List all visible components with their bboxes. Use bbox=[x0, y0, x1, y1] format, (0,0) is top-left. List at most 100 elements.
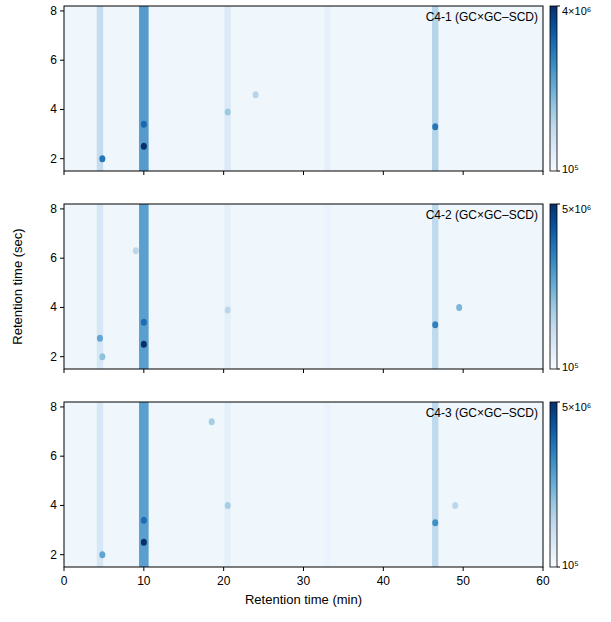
y-axis-title: Retention time (sec) bbox=[10, 228, 25, 344]
spot bbox=[99, 155, 105, 162]
y-tick bbox=[60, 60, 64, 61]
x-tick bbox=[143, 369, 144, 373]
spot bbox=[432, 123, 438, 130]
x-tick bbox=[543, 369, 544, 373]
band bbox=[139, 204, 149, 369]
y-tick bbox=[60, 554, 64, 555]
x-tick-label: 20 bbox=[217, 574, 231, 588]
band bbox=[139, 402, 149, 567]
x-tick bbox=[543, 567, 544, 571]
x-tick-label: 30 bbox=[297, 574, 311, 588]
panel-title: C4-2 (GC×GC–SCD) bbox=[426, 208, 538, 222]
x-tick-label: 0 bbox=[61, 574, 68, 588]
colorbar-tick-label: 10⁵ bbox=[562, 559, 579, 571]
y-tick-label: 6 bbox=[50, 251, 57, 265]
colorbar-tick bbox=[557, 6, 560, 7]
y-tick-label: 8 bbox=[50, 202, 57, 216]
spot bbox=[141, 539, 147, 546]
colorbar-tick-label: 10⁵ bbox=[562, 163, 579, 175]
y-tick bbox=[60, 109, 64, 110]
band bbox=[97, 402, 103, 567]
y-tick-label: 2 bbox=[50, 548, 57, 562]
spot bbox=[452, 502, 458, 509]
spot bbox=[141, 341, 147, 348]
x-tick bbox=[64, 567, 65, 571]
x-tick bbox=[543, 171, 544, 175]
plot-background bbox=[64, 204, 543, 369]
frame bbox=[64, 204, 543, 369]
spot bbox=[99, 551, 105, 558]
y-tick-label: 2 bbox=[50, 152, 57, 166]
y-tick-label: 6 bbox=[50, 449, 57, 463]
x-tick bbox=[383, 369, 384, 373]
y-tick-label: 8 bbox=[50, 4, 57, 18]
y-tick bbox=[60, 208, 64, 209]
x-tick bbox=[303, 369, 304, 373]
spot bbox=[432, 519, 438, 526]
y-tick bbox=[60, 456, 64, 457]
colorbar-tick-label: 4×10⁶ bbox=[562, 5, 591, 17]
x-tick bbox=[463, 171, 464, 175]
x-tick-label: 10 bbox=[137, 574, 151, 588]
x-tick bbox=[64, 171, 65, 175]
colorbar-tick bbox=[557, 402, 560, 403]
y-tick-label: 8 bbox=[50, 400, 57, 414]
panel-title: C4-1 (GC×GC–SCD) bbox=[426, 10, 538, 24]
y-tick-label: 6 bbox=[50, 53, 57, 67]
x-tick bbox=[383, 567, 384, 571]
spot bbox=[253, 91, 259, 98]
x-tick bbox=[143, 567, 144, 571]
spot bbox=[133, 247, 139, 254]
x-tick bbox=[303, 171, 304, 175]
y-tick bbox=[60, 158, 64, 159]
y-tick-label: 2 bbox=[50, 350, 57, 364]
band bbox=[324, 402, 330, 567]
colorbar-tick bbox=[557, 204, 560, 205]
x-tick bbox=[223, 171, 224, 175]
x-tick bbox=[463, 567, 464, 571]
panel: 2 4 6 8 C4-1 (GC×GC–SCD) 10⁵ 4×10⁶ bbox=[50, 4, 591, 175]
colorbar-tick bbox=[557, 369, 560, 370]
band bbox=[224, 402, 230, 567]
y-tick bbox=[60, 356, 64, 357]
spot bbox=[225, 502, 231, 509]
band bbox=[432, 6, 438, 171]
colorbar bbox=[550, 6, 557, 171]
colorbar bbox=[550, 204, 557, 369]
colorbar-tick-label: 5×10⁶ bbox=[562, 401, 591, 413]
plot-background bbox=[64, 402, 543, 567]
frame bbox=[64, 6, 543, 171]
y-tick bbox=[60, 406, 64, 407]
band bbox=[224, 204, 230, 369]
band bbox=[224, 6, 230, 171]
y-tick bbox=[60, 307, 64, 308]
band bbox=[139, 6, 149, 171]
colorbar-tick bbox=[557, 567, 560, 568]
marks bbox=[97, 204, 462, 369]
band bbox=[97, 204, 103, 369]
x-tick bbox=[223, 567, 224, 571]
colorbar-tick bbox=[557, 171, 560, 172]
band bbox=[432, 204, 438, 369]
band bbox=[432, 402, 438, 567]
y-tick bbox=[60, 10, 64, 11]
spot bbox=[141, 143, 147, 150]
x-axis-title: Retention time (min) bbox=[245, 592, 362, 607]
spot bbox=[225, 306, 231, 313]
spot bbox=[456, 304, 462, 311]
x-tick bbox=[143, 171, 144, 175]
colorbar bbox=[550, 402, 557, 567]
x-tick-label: 50 bbox=[456, 574, 470, 588]
spot bbox=[141, 121, 147, 128]
spot bbox=[141, 319, 147, 326]
spot bbox=[225, 108, 231, 115]
x-tick bbox=[463, 369, 464, 373]
spot bbox=[209, 418, 215, 425]
marks bbox=[97, 6, 439, 171]
panel-title: C4-3 (GC×GC–SCD) bbox=[426, 406, 538, 420]
colorbar-tick-label: 5×10⁶ bbox=[562, 203, 591, 215]
x-tick bbox=[383, 171, 384, 175]
y-tick-label: 4 bbox=[50, 102, 57, 116]
y-tick bbox=[60, 258, 64, 259]
frame bbox=[64, 402, 543, 567]
